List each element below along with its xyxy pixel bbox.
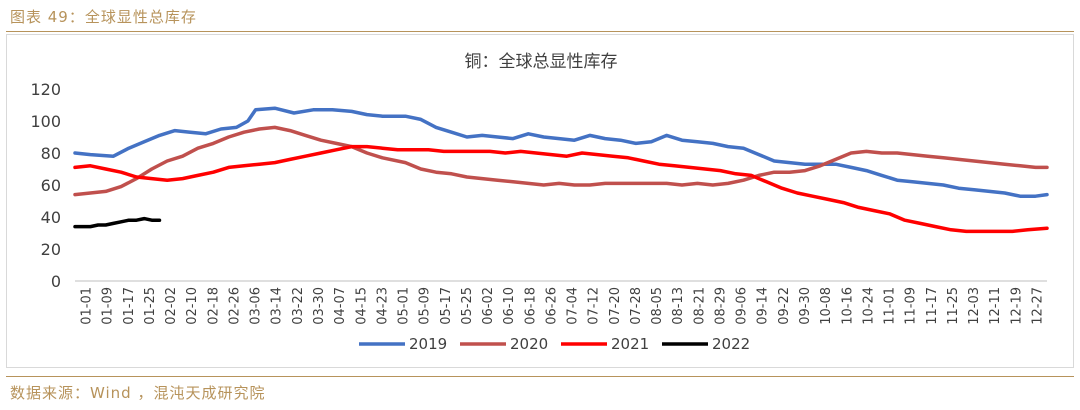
x-tick-label: 07-12 [587,287,602,325]
legend-label-2021: 2021 [611,335,649,353]
footer-divider [6,376,1074,377]
x-tick-label: 02-02 [164,287,179,325]
x-tick-label: 05-01 [397,287,412,325]
chart-svg: 铜：全球总显性库存 0 20 40 60 80 100 120 01-01 01-09 01-1… [30,52,1049,353]
legend-label-2020: 2020 [510,335,548,353]
x-tick-label: 12-27 [1030,287,1045,325]
y-tick-label: 40 [41,208,61,227]
x-tick-label: 01-17 [122,287,137,325]
x-tick-label: 01-01 [80,287,95,325]
x-tick-label: 08-21 [692,287,707,325]
x-tick-label: 04-23 [375,287,390,325]
x-tick-label: 07-20 [608,287,623,325]
figure-caption: 图表 49：全球显性总库存 [10,8,197,26]
y-tick-label: 120 [30,80,61,99]
x-tick-label: 03-06 [249,287,264,325]
x-tick-label: 03-14 [270,287,285,325]
x-tick-label: 07-04 [566,287,581,325]
x-tick-label: 04-07 [333,287,348,325]
x-tick-label: 05-09 [418,287,433,325]
plot-lines [73,106,1049,234]
x-tick-label: 11-09 [904,287,919,325]
series-line-2019 [73,106,1049,198]
y-axis: 0 20 40 60 80 100 120 [30,80,61,291]
x-tick-label: 05-25 [460,287,475,325]
x-tick-label: 02-26 [227,287,242,325]
x-tick-label: 08-13 [671,287,686,325]
x-tick-label: 01-09 [101,287,116,325]
x-tick-label: 10-16 [840,287,855,325]
x-tick-label: 04-15 [354,287,369,325]
x-axis: 01-01 01-09 01-17 01-25 02-02 02-10 02-18 02-26… [75,280,1047,325]
data-source: 数据来源：Wind ，混沌天成研究院 [10,384,266,402]
x-tick-label: 09-22 [777,287,792,325]
series-line-2020 [73,125,1049,197]
x-tick-label: 10-24 [861,287,876,325]
legend: 2019 2020 2021 2022 [359,335,750,353]
x-tick-label: 06-26 [544,287,559,325]
legend-label-2019: 2019 [409,335,447,353]
x-tick-label: 10-08 [819,287,834,325]
x-tick-label: 12-03 [967,287,982,325]
x-tick-label: 06-02 [481,287,496,325]
x-tick-label: 03-22 [291,287,306,325]
x-tick-label: 06-18 [523,287,538,325]
x-tick-label: 09-30 [798,287,813,325]
x-tick-label: 05-17 [439,287,454,325]
x-tick-label: 09-14 [756,287,771,325]
x-tick-label: 03-30 [312,287,327,325]
y-tick-label: 100 [30,112,61,131]
series-line-2021 [73,144,1049,234]
legend-label-2022: 2022 [712,335,750,353]
y-tick-label: 60 [41,176,61,195]
x-tick-label: 07-28 [629,287,644,325]
x-tick-label: 11-17 [925,287,940,325]
x-tick-label: 02-10 [185,287,200,325]
chart-title: 铜：全球总显性库存 [465,52,618,72]
chart-frame: 铜：全球总显性库存 0 20 40 60 80 100 120 01-01 01-09 01-1… [6,34,1074,368]
x-tick-label: 12-19 [1009,287,1024,325]
x-tick-label: 12-11 [988,287,1003,325]
x-tick-label: 09-06 [735,287,750,325]
x-tick-label: 11-25 [946,287,961,325]
series-line-2022 [73,216,162,229]
x-tick-label: 01-25 [143,287,158,325]
x-tick-label: 08-05 [650,287,665,325]
y-tick-label: 80 [41,144,61,163]
y-tick-label: 20 [41,240,61,259]
x-tick-label: 06-10 [502,287,517,325]
caption-divider [6,31,1074,32]
x-tick-label: 08-29 [713,287,728,325]
x-tick-label: 11-01 [883,287,898,325]
x-tick-label: 02-18 [206,287,221,325]
y-tick-label: 0 [51,272,61,291]
